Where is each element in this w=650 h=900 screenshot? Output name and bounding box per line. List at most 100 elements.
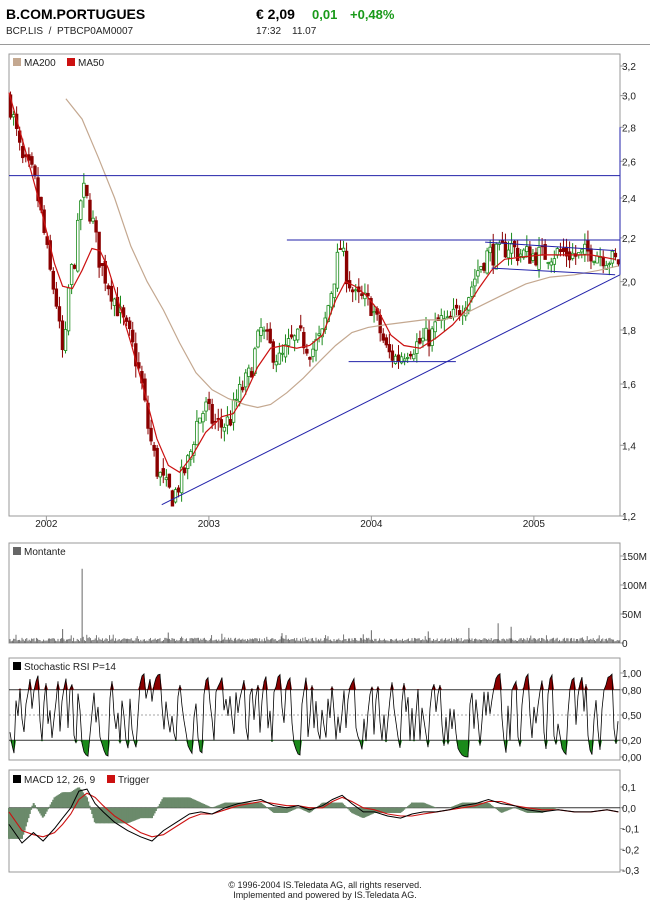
candle-body (265, 329, 269, 332)
stock-name: B.COM.PORTUGUES (6, 6, 146, 22)
stochrsi-oversold-fill (410, 740, 412, 741)
stochrsi-oversold-fill (76, 740, 78, 744)
candle-body (262, 329, 266, 332)
stochrsi-line (9, 672, 619, 758)
candle-body (91, 217, 95, 222)
ticker: BCP.LIS (6, 26, 44, 37)
stochrsi-overbought-fill (372, 686, 374, 690)
candle-body (274, 361, 279, 366)
y-tick-label: 0,20 (622, 736, 642, 747)
candle-body (207, 398, 211, 404)
isin: PTBCP0AM0007 (56, 26, 134, 37)
candle-body (161, 468, 165, 476)
y-tick-label: 0,50 (622, 711, 642, 722)
candle-body (155, 447, 159, 477)
y-tick-label: 3,2 (622, 62, 636, 73)
candle-body (8, 94, 13, 118)
candle-body (616, 259, 621, 265)
stochrsi-oversold-fill (464, 740, 466, 757)
candle-body (595, 255, 599, 264)
y-tick-label: 1,6 (622, 380, 636, 391)
candle-body (610, 250, 615, 264)
stochrsi-overbought-fill (572, 677, 574, 690)
candle-body (182, 467, 187, 474)
candle-body (225, 416, 230, 426)
candle-body (277, 352, 282, 365)
stochrsi-overbought-fill (20, 688, 22, 690)
candle-body (528, 246, 532, 264)
candle-body (60, 320, 65, 351)
stochrsi-overbought-fill (418, 689, 420, 690)
y-tick-label: 2,8 (622, 123, 636, 134)
candle-body (546, 262, 550, 264)
candle-body (176, 487, 181, 493)
legend-swatch (67, 58, 75, 66)
stochrsi-overbought-fill (264, 676, 266, 690)
candle-body (503, 241, 508, 258)
stochrsi-overbought-fill (68, 689, 70, 690)
candle-body (131, 329, 135, 343)
candle-body (149, 427, 153, 442)
candle-body (515, 247, 520, 262)
candle-body (476, 270, 480, 277)
stochrsi-oversold-fill (188, 740, 190, 750)
candle-body (586, 240, 590, 252)
candle-body (494, 243, 498, 270)
legend-entry: MA200 (24, 58, 56, 69)
legend-entry: Stochastic RSI P=14 (24, 662, 116, 673)
candle-body (384, 337, 388, 346)
candle-body (283, 344, 288, 358)
candle-body (338, 248, 343, 250)
stochrsi-oversold-fill (270, 740, 272, 742)
candle-body (396, 354, 401, 362)
candle-body (421, 337, 425, 342)
stochrsi-oversold-fill (200, 740, 202, 753)
candle-body (341, 247, 346, 252)
macd-line (8, 788, 619, 844)
stochrsi-oversold-fill (84, 740, 86, 755)
last-price: € 2,09 (256, 6, 295, 22)
candle-body (314, 339, 318, 351)
candle-body (329, 293, 334, 308)
stochrsi-oversold-fill (106, 740, 108, 757)
stochrsi-overbought-fill (416, 689, 418, 690)
candle-body (247, 367, 251, 377)
candle-body (250, 371, 254, 378)
candle-body (259, 326, 263, 336)
stochrsi-overbought-fill (580, 677, 582, 690)
candle-body (613, 252, 618, 258)
legend-entry: MACD 12, 26, 9 (24, 775, 96, 786)
y-tick-label: 150M (622, 552, 647, 563)
candle-body (57, 306, 62, 322)
candle-body (152, 444, 156, 451)
candle-body (286, 338, 291, 346)
candle-body (445, 316, 450, 319)
candle-body (604, 265, 608, 270)
stochrsi-overbought-fill (220, 677, 222, 690)
candle-body (305, 348, 309, 354)
candle-body (531, 253, 535, 261)
candle-body (195, 420, 199, 446)
candle-body (387, 344, 392, 353)
y-tick-label: 2,0 (622, 278, 636, 289)
candle-body (289, 334, 294, 338)
candle-body (558, 249, 563, 253)
trend-line (161, 274, 621, 506)
candle-body (33, 165, 37, 177)
candle-body (54, 288, 59, 307)
candle-body (48, 240, 52, 270)
y-tick-label: 0,00 (622, 753, 642, 764)
candle-body (549, 261, 553, 266)
candle-body (601, 256, 605, 267)
stochrsi-overbought-fill (610, 674, 612, 690)
volume-panel-frame (8, 542, 621, 644)
y-tick-label: 1,00 (622, 669, 642, 680)
stochrsi-overbought-fill (156, 674, 158, 690)
stochrsi-oversold-fill (408, 740, 410, 741)
candle-body (522, 249, 526, 259)
volume-bars-group (9, 568, 621, 643)
stochrsi-oversold-fill (412, 740, 414, 742)
price-change-pct: +0,48% (350, 7, 395, 22)
candle-body (36, 177, 40, 202)
legend-swatch (13, 547, 21, 555)
